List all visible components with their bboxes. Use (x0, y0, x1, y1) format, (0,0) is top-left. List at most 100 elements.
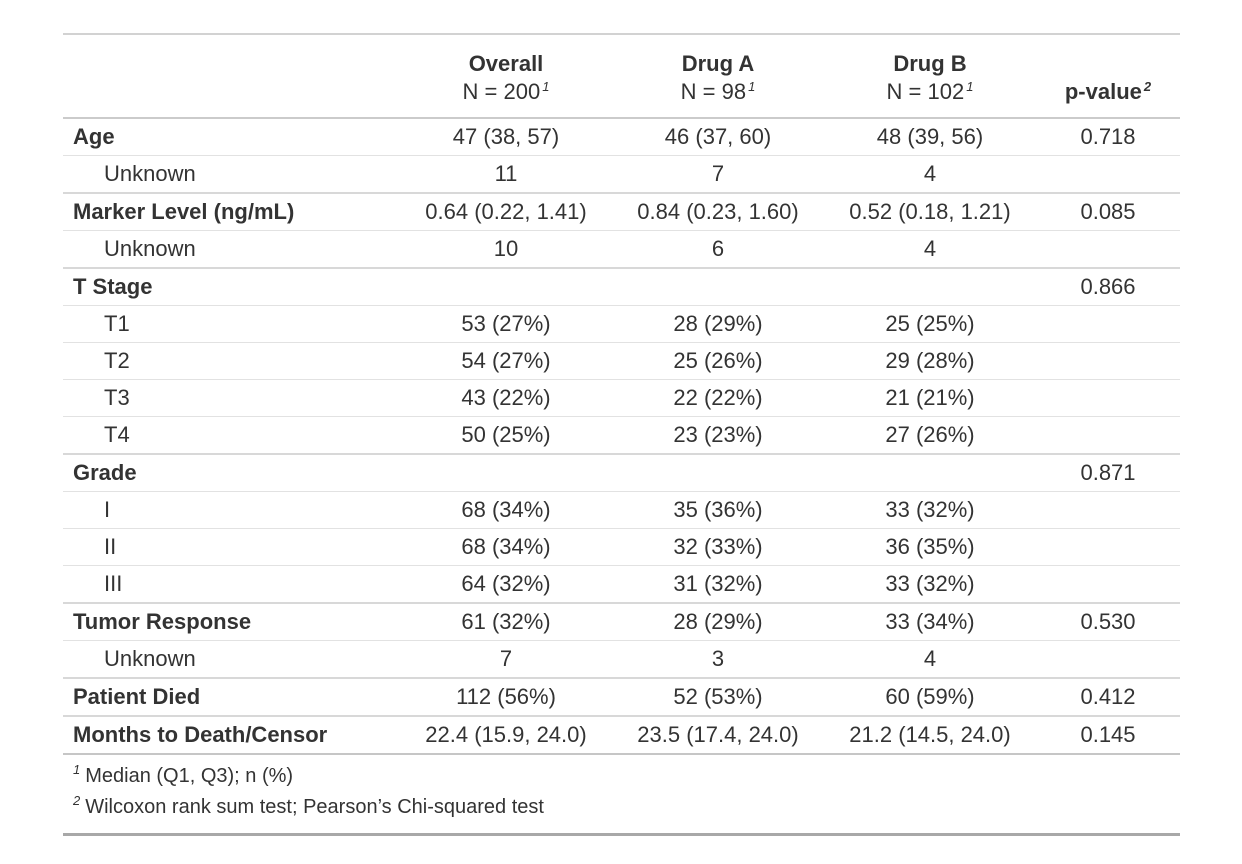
footnote-row: 1 Median (Q1, Q3); n (%) 2 Wilcoxon rank s… (63, 753, 1180, 836)
drug-a-value-cell: 52 (53%) (612, 677, 824, 716)
column-title: Overall (468, 51, 544, 76)
overall-value-cell: 43 (22%) (400, 379, 612, 417)
table-body: Age 47 (38, 57) 46 (37, 60) 48 (39, 56) … (63, 118, 1180, 754)
column-header-overall: Overall N = 200 1 (400, 33, 612, 119)
footnote-1: 1 Median (Q1, Q3); n (%) (73, 761, 1170, 792)
drug-a-value-cell: 23.5 (17.4, 24.0) (612, 715, 824, 754)
drug-a-value-cell: 25 (26%) (612, 342, 824, 380)
footnote-marker-icon: 2 (1143, 78, 1152, 94)
overall-value-cell: 61 (32%) (400, 602, 612, 641)
drug-a-value-cell: 7 (612, 155, 824, 193)
column-title: Drug A (681, 51, 755, 76)
drug-a-value-cell (612, 267, 824, 306)
overall-value-cell: 7 (400, 640, 612, 678)
drug-b-value-cell: 60 (59%) (824, 677, 1036, 716)
drug-b-value-cell (824, 453, 1036, 492)
row-label: T Stage (73, 274, 153, 299)
row-label: Age (73, 124, 115, 149)
overall-value-cell: 68 (34%) (400, 528, 612, 566)
table-row: T Stage 0.866 (63, 267, 1180, 306)
header-row: Overall N = 200 1 Drug A N = 98 1 Drug B N… (63, 33, 1180, 119)
column-header-drug-b: Drug B N = 102 1 (824, 33, 1036, 119)
drug-b-value-cell: 0.52 (0.18, 1.21) (824, 192, 1036, 231)
drug-a-value-cell: 3 (612, 640, 824, 678)
footnote-marker-icon: 1 (966, 78, 974, 94)
drug-a-value-cell: 22 (22%) (612, 379, 824, 417)
row-label: Unknown (104, 236, 196, 261)
column-n: N = 102 1 (886, 78, 974, 104)
column-title: p-value 2 (1064, 78, 1152, 104)
row-label-cell: I (63, 491, 400, 529)
row-label: Grade (73, 460, 137, 485)
overall-value-cell: 53 (27%) (400, 305, 612, 343)
row-label-cell: Patient Died (63, 677, 400, 716)
drug-a-value-cell (612, 453, 824, 492)
row-label-cell: T2 (63, 342, 400, 380)
drug-b-value-cell: 48 (39, 56) (876, 124, 984, 149)
overall-value-cell: 54 (27%) (400, 342, 612, 380)
table-row: Unknown 11 7 4 (63, 155, 1180, 193)
overall-value-cell: 50 (25%) (400, 416, 612, 454)
overall-value-cell (400, 267, 612, 306)
row-label-cell: II (63, 528, 400, 566)
row-label-cell: T1 (63, 305, 400, 343)
table-row: T4 50 (25%) 23 (23%) 27 (26%) (63, 416, 1180, 454)
p-value-cell: 0.412 (1036, 677, 1180, 716)
overall-value-cell: 68 (34%) (400, 491, 612, 529)
column-header-variable (63, 33, 400, 119)
row-label: T4 (104, 422, 130, 447)
row-label: T2 (104, 348, 130, 373)
table-row: II 68 (34%) 32 (33%) 36 (35%) (63, 528, 1180, 566)
column-n: N = 200 1 (462, 78, 550, 104)
p-value-cell: 0.145 (1036, 715, 1180, 754)
p-value-cell: 0.530 (1036, 602, 1180, 641)
row-label: T1 (104, 311, 130, 336)
drug-b-value-cell: 29 (28%) (824, 342, 1036, 380)
drug-b-value-cell: 4 (824, 230, 1036, 268)
row-label-cell: Marker Level (ng/mL) (63, 192, 400, 231)
p-value-cell (1036, 230, 1180, 268)
overall-value-cell: 64 (32%) (400, 565, 612, 603)
clinical-summary-table-container: Overall N = 200 1 Drug A N = 98 1 Drug B N… (63, 33, 1180, 836)
table-row: Unknown 7 3 4 (63, 640, 1180, 678)
p-value-cell (1036, 379, 1180, 417)
drug-b-value-cell: 33 (32%) (824, 565, 1036, 603)
drug-b-value-cell: 4 (824, 640, 1036, 678)
drug-a-value-cell: 31 (32%) (612, 565, 824, 603)
table-header: Overall N = 200 1 Drug A N = 98 1 Drug B N… (63, 33, 1180, 119)
table-footer: 1 Median (Q1, Q3); n (%) 2 Wilcoxon rank s… (63, 753, 1180, 836)
p-value-cell: 0.718 (1080, 124, 1136, 149)
overall-value-cell: 112 (56%) (400, 677, 612, 716)
p-value-cell (1036, 416, 1180, 454)
drug-a-value-cell: 23 (23%) (612, 416, 824, 454)
column-header-drug-a: Drug A N = 98 1 (612, 33, 824, 119)
overall-value-cell (400, 453, 612, 492)
table-row: T1 53 (27%) 28 (29%) 25 (25%) (63, 305, 1180, 343)
overall-value-cell: 11 (400, 155, 612, 193)
clinical-summary-table: Overall N = 200 1 Drug A N = 98 1 Drug B N… (63, 33, 1180, 836)
p-value-cell (1036, 640, 1180, 678)
table-row: T2 54 (27%) 25 (26%) 29 (28%) (63, 342, 1180, 380)
table-row: Unknown 10 6 4 (63, 230, 1180, 268)
drug-b-value-cell: 25 (25%) (824, 305, 1036, 343)
drug-b-value-cell: 21.2 (14.5, 24.0) (824, 715, 1036, 754)
column-n: N = 98 1 (680, 78, 756, 104)
row-label-cell: Months to Death/Censor (63, 715, 400, 754)
drug-b-value-cell: 21 (21%) (824, 379, 1036, 417)
drug-b-value-cell: 4 (824, 155, 1036, 193)
p-value-cell (1036, 528, 1180, 566)
table-row: T3 43 (22%) 22 (22%) 21 (21%) (63, 379, 1180, 417)
p-value-cell: 0.866 (1036, 267, 1180, 306)
drug-b-value-cell: 33 (32%) (824, 491, 1036, 529)
drug-b-value-cell (824, 267, 1036, 306)
row-label-cell: Grade (63, 453, 400, 492)
row-label-cell: T Stage (63, 267, 400, 306)
row-label: Unknown (104, 161, 196, 186)
row-label: Unknown (104, 646, 196, 671)
row-label: Marker Level (ng/mL) (73, 199, 295, 224)
footnote-marker-icon: 2 (73, 793, 81, 809)
row-label: Months to Death/Censor (73, 722, 328, 747)
drug-a-value-cell: 32 (33%) (612, 528, 824, 566)
table-row: Marker Level (ng/mL) 0.64 (0.22, 1.41) 0… (63, 192, 1180, 231)
row-label-cell: Age (63, 118, 400, 156)
